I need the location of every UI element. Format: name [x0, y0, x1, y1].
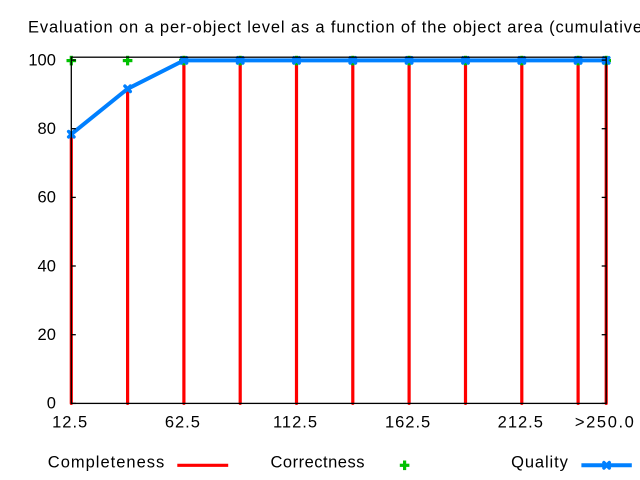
- svg-text:62.5: 62.5: [165, 413, 201, 431]
- svg-text:20: 20: [38, 326, 56, 344]
- svg-text:112.5: 112.5: [273, 413, 318, 431]
- svg-text:Evaluation on a per-object lev: Evaluation on a per-object level as a fu…: [28, 19, 640, 37]
- svg-text:212.5: 212.5: [498, 413, 544, 431]
- svg-text:80: 80: [38, 120, 56, 138]
- svg-text:162.5: 162.5: [385, 413, 431, 431]
- svg-text:12.5: 12.5: [52, 413, 88, 431]
- svg-text:40: 40: [38, 257, 56, 275]
- svg-text:100: 100: [28, 51, 56, 69]
- svg-text:60: 60: [38, 189, 56, 207]
- svg-text:Completeness: Completeness: [48, 454, 165, 472]
- svg-text:0: 0: [47, 395, 56, 413]
- svg-text:Quality: Quality: [511, 454, 569, 472]
- svg-text:>250.0: >250.0: [575, 413, 636, 431]
- svg-text:Correctness: Correctness: [271, 454, 365, 472]
